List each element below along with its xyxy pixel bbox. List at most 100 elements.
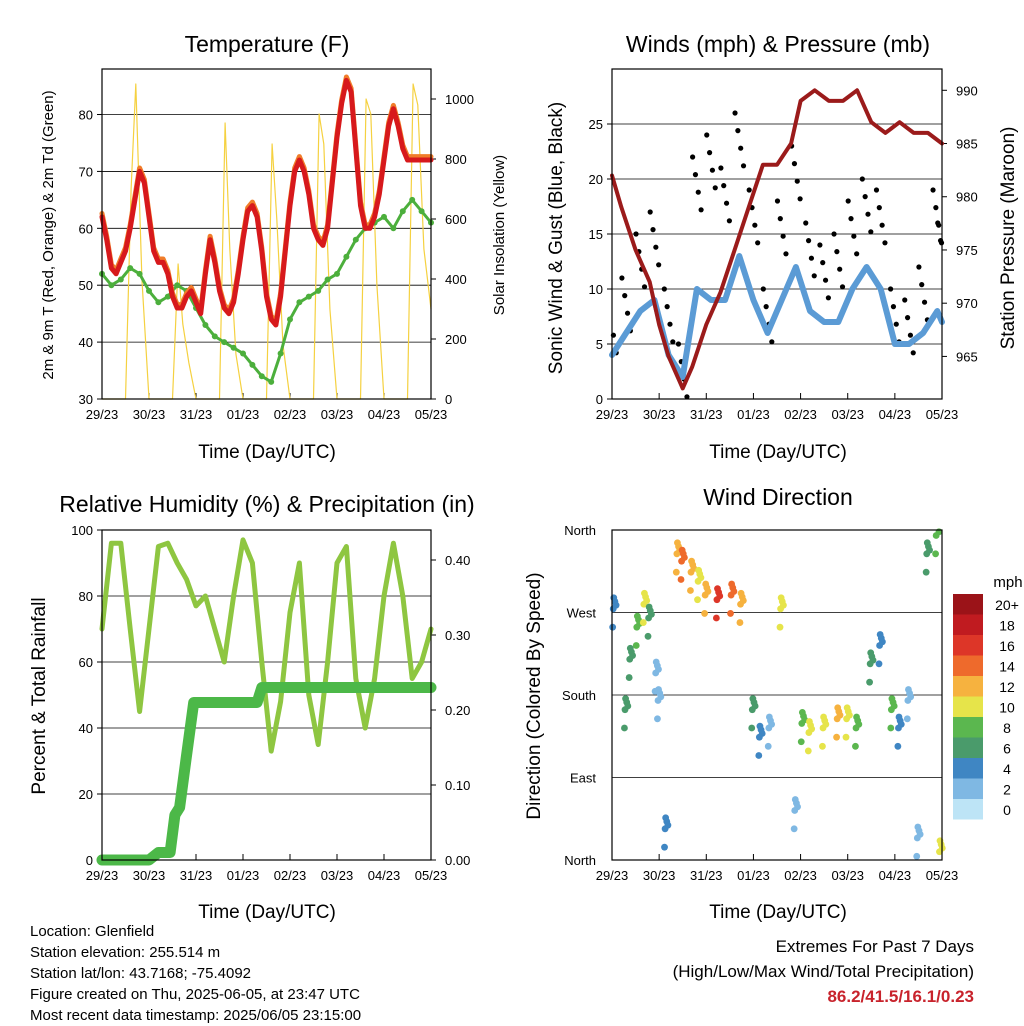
- direction-point: [894, 742, 902, 750]
- gust-point: [859, 176, 865, 182]
- y-tick-label: 30: [79, 392, 93, 407]
- gust-point: [893, 321, 899, 327]
- y-tick-label: 15: [589, 227, 603, 242]
- gust-point: [854, 251, 860, 257]
- y2-tick-label: 970: [956, 296, 978, 311]
- gust-point: [876, 205, 882, 211]
- gust-point: [822, 277, 829, 283]
- direction-point: [621, 724, 628, 732]
- gust-point: [851, 233, 857, 239]
- direction-point: [713, 596, 721, 604]
- direction-xlabel: Time (Day/UTC): [709, 902, 847, 923]
- colorbar-label: 14: [999, 659, 1015, 675]
- direction-point: [626, 655, 634, 663]
- gust-point: [808, 255, 815, 261]
- speed-colorbar: mph 20+ 18 16 14 12 10 8 6 4 2 0: [953, 574, 1023, 820]
- colorbar-swatch: [953, 635, 983, 656]
- gust-point: [831, 231, 837, 237]
- direction-point: [727, 591, 735, 599]
- gust-point: [797, 196, 803, 202]
- colorbar-label: 8: [1003, 720, 1011, 736]
- gust-point: [777, 216, 783, 222]
- x-tick-label: 01/23: [227, 868, 260, 883]
- direction-point: [932, 532, 940, 539]
- plot-border: [101, 68, 432, 400]
- direction-point: [755, 733, 763, 741]
- x-tick-label: 29/23: [596, 868, 629, 883]
- winds-plot: 29/23 30/23 31/23 01/23 02/23 03/23 04/23 05/23…: [589, 68, 978, 422]
- y2-tick-label: 0.00: [445, 853, 470, 868]
- direction-point: [661, 825, 669, 833]
- y2-tick-label: 0.30: [445, 628, 470, 643]
- gust-point: [803, 220, 809, 226]
- y2-tick-label: 0.40: [445, 553, 470, 568]
- x-tick-label: 29/23: [86, 868, 119, 883]
- y-tick-label: 100: [71, 523, 93, 538]
- direction-point: [875, 660, 883, 668]
- temperature-plot: 29/23 30/23 31/23 01/23 02/23 03/23 04/23 05/23…: [79, 68, 474, 422]
- gust-point: [811, 273, 817, 279]
- gust-point: [817, 242, 823, 248]
- direction-point: [904, 697, 912, 704]
- gust-point: [760, 286, 766, 292]
- x-tick-label: 03/23: [831, 868, 864, 883]
- direction-point: [819, 724, 827, 732]
- direction-point: [843, 715, 850, 723]
- x-tick-label: 30/23: [133, 407, 166, 422]
- gust-point: [650, 227, 656, 233]
- gust-point: [825, 295, 831, 301]
- direction-point: [632, 642, 640, 649]
- x-tick-label: 02/23: [274, 868, 307, 883]
- gust-point: [763, 304, 769, 310]
- direction-point: [798, 720, 806, 727]
- y2-tick-label: 980: [956, 190, 978, 205]
- gust-point: [794, 178, 800, 184]
- x-tick-label: 01/23: [227, 407, 260, 422]
- gust-point: [740, 163, 747, 169]
- colorbar-swatch: [953, 655, 983, 676]
- direction-point: [876, 642, 883, 649]
- humidity-ylabel-left: Percent & Total Rainfall: [29, 597, 50, 794]
- gust-point: [907, 332, 914, 338]
- temperature-ylabel-right: Solar Insolation (Yellow): [491, 155, 508, 315]
- gust-point: [692, 172, 699, 178]
- direction-point: [639, 619, 647, 626]
- gust-point: [622, 293, 628, 299]
- gust-point: [698, 207, 704, 213]
- gust-point: [726, 218, 732, 224]
- dewpoint-line: [100, 198, 433, 384]
- gust-point: [882, 240, 888, 246]
- direction-point: [654, 715, 661, 723]
- x-tick-label: 05/23: [926, 407, 959, 422]
- gust-point: [791, 161, 798, 167]
- gust-point: [755, 240, 761, 246]
- station-info: Location: Glenfield Station elevation: 2…: [30, 921, 361, 1026]
- y2-tick-label: 965: [956, 349, 978, 364]
- colorbar-swatch: [953, 737, 983, 758]
- y-tick-label: 80: [79, 108, 93, 123]
- x-tick-label: 01/23: [737, 407, 770, 422]
- temp-2m-line: [99, 77, 434, 328]
- x-tick-label: 30/23: [133, 868, 166, 883]
- colorbar-label: 10: [999, 700, 1015, 716]
- gust-point: [746, 187, 752, 193]
- y2-tick-label: 600: [445, 212, 467, 227]
- direction-point: [755, 752, 763, 759]
- humidity-plot: 29/23 30/23 31/23 01/23 02/23 03/23 04/23 05/23…: [71, 523, 470, 883]
- gust-point: [868, 229, 874, 235]
- y-tick-label: 50: [79, 278, 93, 293]
- gust-point: [910, 350, 916, 356]
- x-tick-label: 04/23: [368, 407, 401, 422]
- gust-point: [656, 262, 662, 268]
- direction-point: [621, 706, 629, 714]
- gust-point: [783, 251, 789, 257]
- colorbar-swatch: [953, 799, 983, 820]
- gust-point: [704, 132, 710, 138]
- gust-point: [873, 187, 880, 193]
- direction-plot: 29/23 30/23 31/23 01/23 02/23 03/23 04/23 05/23…: [562, 523, 958, 883]
- x-tick-label: 31/23: [180, 407, 213, 422]
- pressure-line: [610, 88, 944, 391]
- y2-tick-label: 400: [445, 272, 467, 287]
- y2-tick-label: 985: [956, 137, 978, 152]
- colorbar-label: 20+: [995, 597, 1019, 613]
